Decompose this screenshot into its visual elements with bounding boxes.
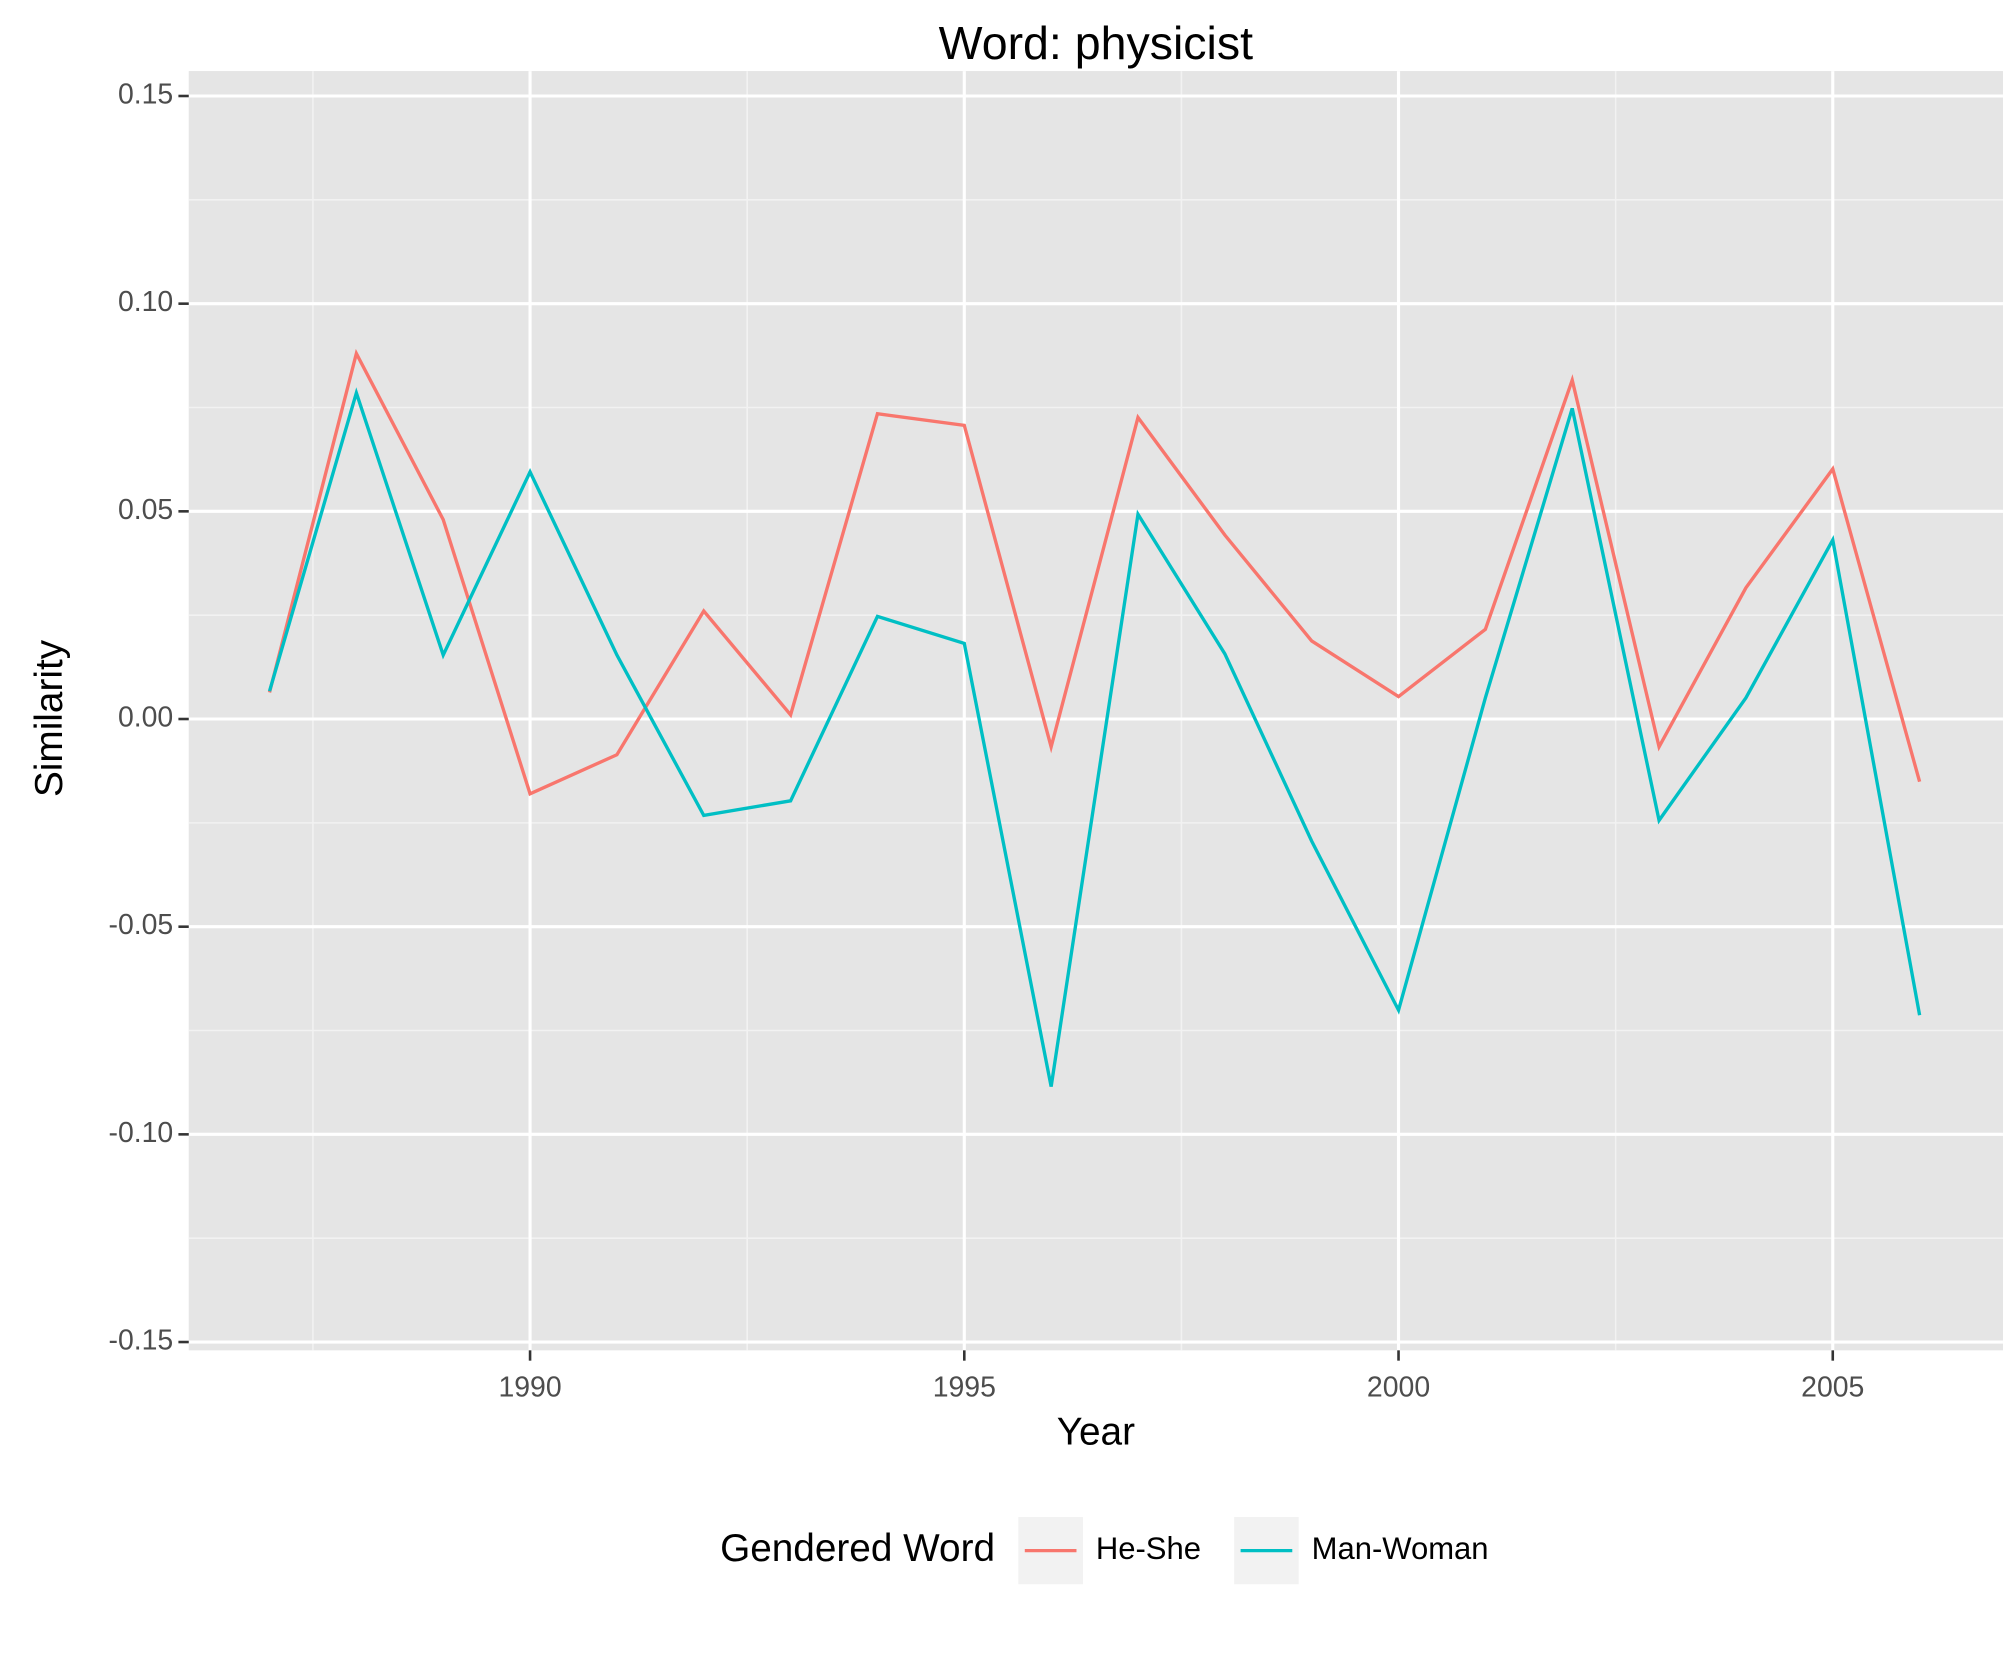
y-tick-label: -0.05 — [108, 909, 173, 941]
y-tick-label: -0.10 — [108, 1117, 173, 1149]
x-tick-label: 2000 — [1367, 1372, 1430, 1404]
x-tick-label: 1990 — [498, 1372, 561, 1404]
legend-label: Man-Woman — [1312, 1531, 1489, 1566]
y-tick-label: 0.10 — [118, 286, 173, 318]
y-tick-label: 0.05 — [118, 494, 173, 526]
plot-panel — [188, 71, 2003, 1351]
x-axis-title: Year — [1057, 1411, 1135, 1454]
chart-title: Word: physicist — [939, 17, 1253, 69]
data-line — [267, 387, 1922, 1087]
y-tick-label: -0.15 — [108, 1325, 173, 1357]
legend-label: He-She — [1096, 1531, 1201, 1566]
y-tick-label: 0.00 — [118, 702, 173, 734]
legend-title: Gendered Word — [720, 1527, 995, 1570]
y-tick-label: 0.15 — [118, 78, 173, 110]
y-axis-title: Similarity — [28, 639, 71, 797]
x-tick-label: 1995 — [933, 1372, 996, 1404]
x-tick-label: 2005 — [1801, 1372, 1864, 1404]
data-line — [267, 348, 1922, 797]
